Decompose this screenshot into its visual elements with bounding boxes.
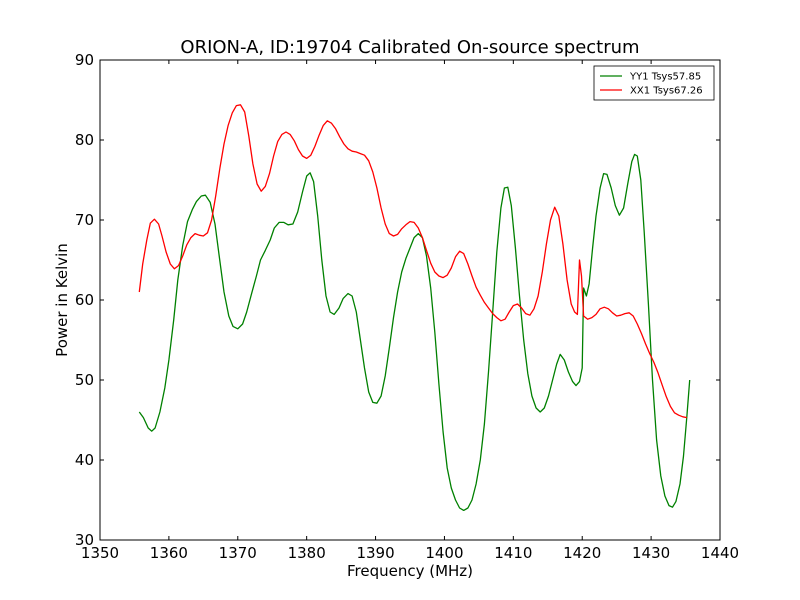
series-line-xx1 (138, 104, 688, 419)
x-tick-label: 1380 (288, 544, 326, 562)
x-tick-label: 1410 (494, 544, 532, 562)
legend-box (593, 65, 715, 101)
legend: YY1 Tsys57.85 XX1 Tsys67.26 (593, 65, 715, 101)
x-tick-label: 1370 (219, 544, 257, 562)
y-axis-ticks: 30 40 50 60 70 80 90 (75, 51, 720, 549)
x-axis-title: Frequency (MHz) (347, 562, 473, 580)
y-tick-label: 70 (75, 211, 94, 229)
chart-title: ORION-A, ID:19704 Calibrated On-source s… (180, 37, 639, 58)
y-axis-title: Power in Kelvin (53, 243, 71, 357)
legend-label-yy1: YY1 Tsys57.85 (629, 72, 701, 83)
x-tick-label: 1420 (563, 544, 601, 562)
x-tick-label: 1360 (150, 544, 188, 562)
plot-lines (138, 104, 691, 512)
y-tick-label: 50 (75, 371, 94, 389)
x-tick-label: 1400 (425, 544, 463, 562)
series-line-yy1 (138, 153, 691, 512)
x-tick-label: 1390 (356, 544, 394, 562)
y-tick-label: 80 (75, 131, 94, 149)
x-axis-ticks: 1350 1360 1370 1380 1390 1400 1410 1420 1430 1440 (81, 60, 739, 562)
y-tick-label: 30 (75, 531, 94, 549)
x-tick-label: 1430 (632, 544, 670, 562)
y-tick-label: 40 (75, 451, 94, 469)
y-tick-label: 90 (75, 51, 94, 69)
x-tick-label: 1440 (701, 544, 739, 562)
legend-label-xx1: XX1 Tsys67.26 (630, 86, 703, 97)
x-tick-label: 1350 (81, 544, 119, 562)
y-tick-label: 60 (75, 291, 94, 309)
